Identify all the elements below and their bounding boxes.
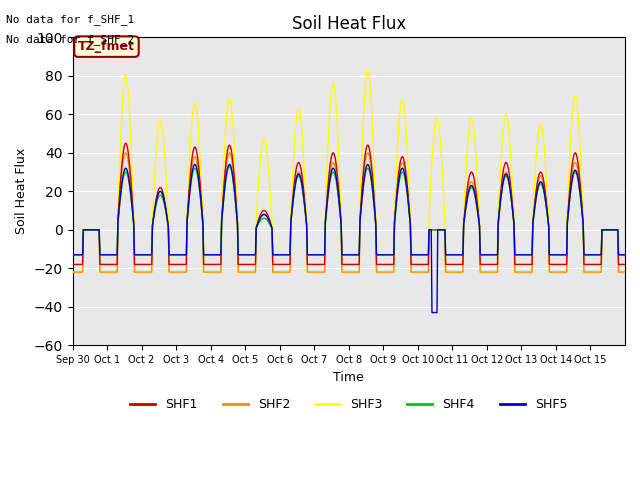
Title: Soil Heat Flux: Soil Heat Flux bbox=[292, 15, 406, 33]
Legend: SHF1, SHF2, SHF3, SHF4, SHF5: SHF1, SHF2, SHF3, SHF4, SHF5 bbox=[125, 393, 572, 416]
X-axis label: Time: Time bbox=[333, 371, 364, 384]
Text: No data for f_SHF_2: No data for f_SHF_2 bbox=[6, 34, 134, 45]
Y-axis label: Soil Heat Flux: Soil Heat Flux bbox=[15, 148, 28, 234]
Text: No data for f_SHF_1: No data for f_SHF_1 bbox=[6, 14, 134, 25]
Text: TZ_fmet: TZ_fmet bbox=[78, 40, 135, 53]
